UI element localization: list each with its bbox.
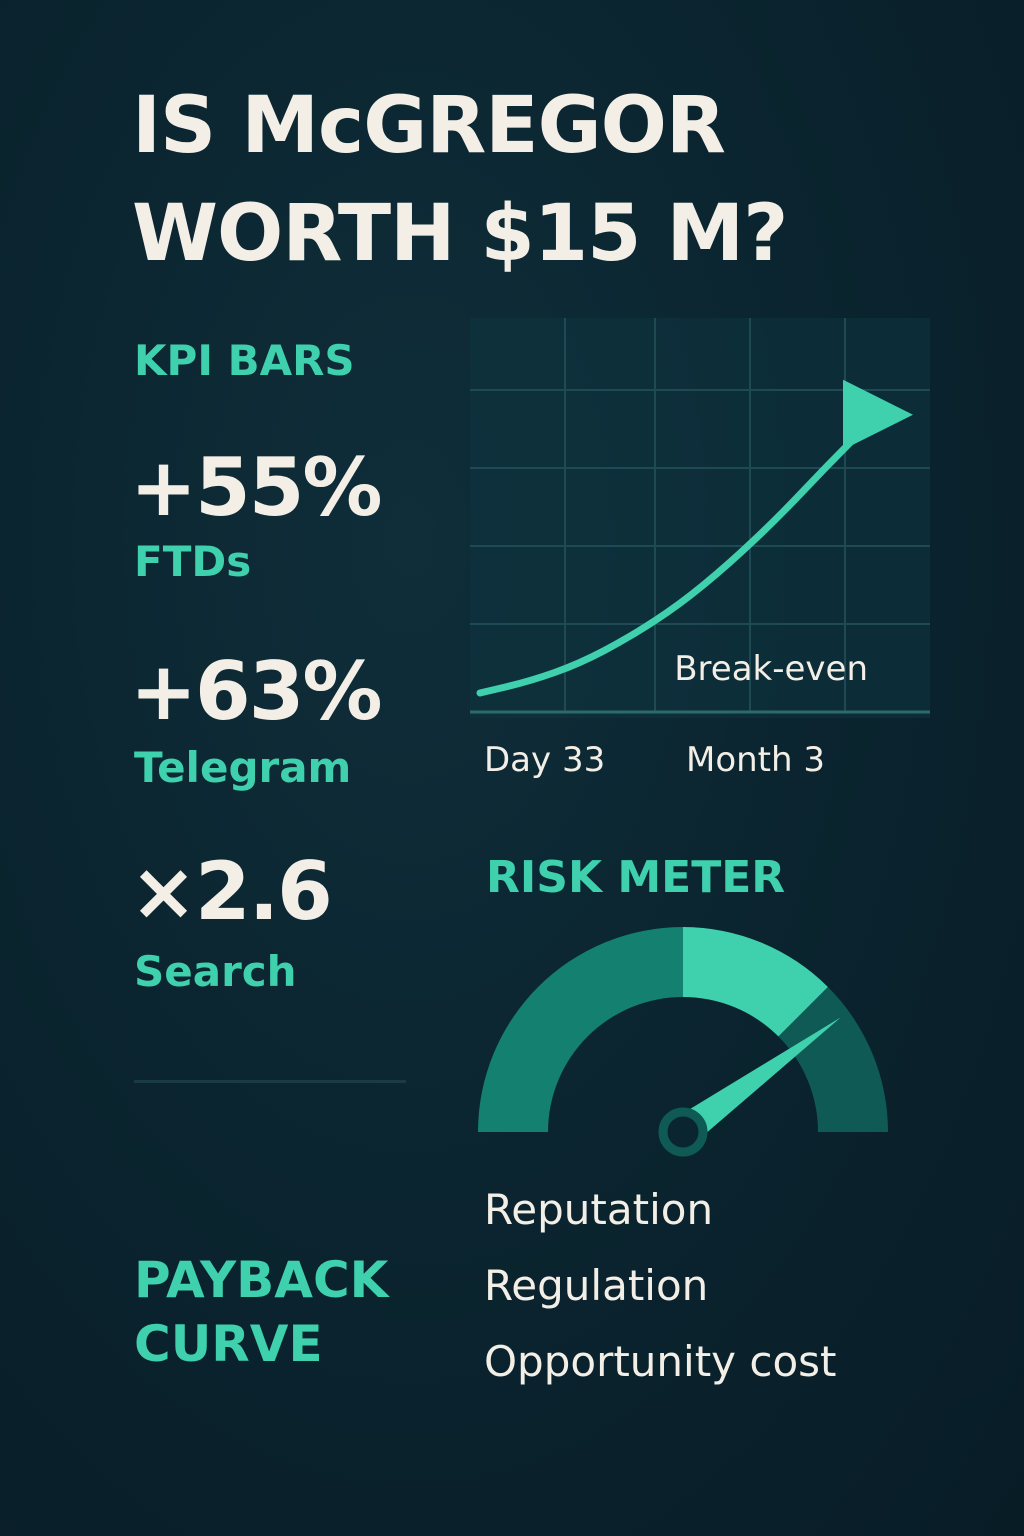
kpi-value-telegram: +63%: [130, 645, 383, 738]
risk-meter-section-label: RISK METER: [486, 852, 786, 903]
kpi-value-ftds: +55%: [130, 441, 383, 534]
kpi-section-label: KPI BARS: [134, 336, 355, 385]
payback-label-line-1: PAYBACK: [134, 1251, 389, 1309]
risk-item-regulation: Regulation: [484, 1261, 709, 1310]
kpi-label-search: Search: [134, 947, 297, 996]
risk-gauge-svg: [478, 927, 888, 1157]
risk-item-opportunity-cost: Opportunity cost: [484, 1337, 837, 1386]
payback-curve-line: [476, 383, 913, 697]
kpi-label-telegram: Telegram: [134, 743, 352, 792]
risk-item-reputation: Reputation: [484, 1185, 714, 1234]
payback-label-line-2: CURVE: [134, 1315, 323, 1373]
x-tick-month-3: Month 3: [686, 740, 826, 780]
gauge-needle: [673, 1017, 841, 1145]
gauge-segment-mid: [683, 927, 828, 1037]
section-divider: [134, 1080, 406, 1083]
kpi-label-ftds: FTDs: [134, 537, 252, 586]
page-title: IS McGREGOR WORTH $15 M?: [132, 72, 992, 288]
risk-gauge: [470, 920, 900, 1170]
payback-section-label: PAYBACK CURVE: [134, 1248, 434, 1376]
gauge-hub: [658, 1107, 708, 1157]
chart-grid: [470, 318, 930, 712]
payback-curve-svg: Break-even: [470, 318, 930, 718]
x-tick-day-33: Day 33: [484, 740, 606, 780]
kpi-value-search: ×2.6: [130, 845, 333, 938]
title-line-1: IS McGREGOR: [132, 81, 726, 171]
gauge-segment-high: [778, 987, 888, 1132]
title-line-2: WORTH $15 M?: [132, 189, 788, 279]
payback-curve-chart: Break-even: [470, 318, 930, 718]
break-even-label: Break-even: [674, 649, 868, 689]
gauge-segment-low: [478, 927, 683, 1132]
